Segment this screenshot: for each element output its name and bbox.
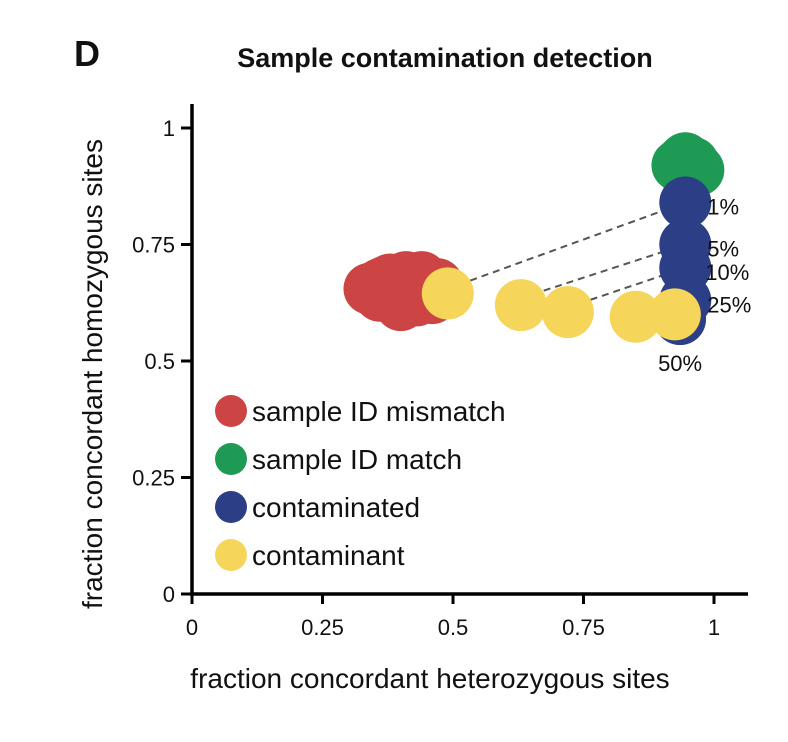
connector-lines [447,201,686,309]
y-tick-label-2: 0.25 [132,466,175,491]
legend: sample ID mismatch sample ID match contami… [215,395,506,571]
panel-letter: D [74,33,100,74]
sample-id-mismatch-point-18 [380,269,433,322]
connector-line-2 [520,243,686,300]
legend-label-sample-id-match: sample ID match [252,444,462,475]
legend-label-contaminant: contaminant [252,540,405,571]
contaminant-point-4 [609,290,662,343]
data-points [343,132,725,346]
connector-line-1 [447,201,686,290]
x-tick-label-1: 0 [186,615,198,640]
legend-marker-contaminated [215,491,247,523]
axes [190,104,748,596]
connector-line-3 [567,266,686,309]
chart-title: Sample contamination detection [237,43,653,73]
legend-marker-sample-id-match [215,443,247,475]
y-axis-title: fraction concordant homozygous sites [77,139,108,609]
x-tick-label-4: 0.75 [562,615,605,640]
level-label-5: 5% [707,237,739,262]
x-tick-label-3: 0.5 [438,615,469,640]
y-tick-label-3: 0.5 [144,349,175,374]
x-tick-label-2: 0.25 [301,615,344,640]
contaminant-point-5 [648,288,701,341]
contaminant-point-3 [541,286,594,339]
sample-id-match-point-8 [659,132,712,185]
y-ticks: 0 0.25 0.5 0.75 1 [132,116,192,607]
contaminant-point-2 [494,279,547,332]
y-tick-label-5: 1 [163,116,175,141]
y-tick-label-1: 0 [163,582,175,607]
x-ticks: 0 0.25 0.5 0.75 1 [186,594,720,640]
level-label-25: 25% [707,292,751,317]
contaminant-point-1 [421,267,474,320]
contaminated-point-1 [659,176,712,229]
legend-label-contaminated: contaminated [252,492,420,523]
legend-marker-sample-id-mismatch [215,395,247,427]
legend-marker-contaminant [215,539,247,571]
level-label-10: 10% [705,260,749,285]
level-label-1: 1% [707,195,739,220]
x-tick-label-5: 1 [708,615,720,640]
contamination-level-labels: 1% 5%10% 25% 50% [658,195,751,377]
y-tick-label-4: 0.75 [132,233,175,258]
level-label-50: 50% [658,351,702,376]
x-axis-title: fraction concordant heterozygous sites [190,663,669,694]
legend-label-sample-id-mismatch: sample ID mismatch [252,396,506,427]
